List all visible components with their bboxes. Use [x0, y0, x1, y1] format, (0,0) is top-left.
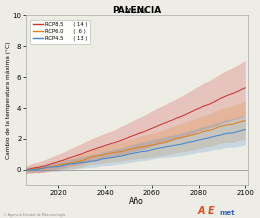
X-axis label: Año: Año: [129, 197, 144, 206]
Legend: RCP8.5      ( 14 ), RCP6.0      (  6 ), RCP4.5      ( 13 ): RCP8.5 ( 14 ), RCP6.0 ( 6 ), RCP4.5 ( 13…: [30, 20, 90, 44]
Text: E: E: [208, 206, 214, 216]
Text: met: met: [220, 210, 235, 216]
Title: PALENCIA: PALENCIA: [112, 5, 161, 15]
Text: ANUAL: ANUAL: [125, 8, 148, 14]
Text: © Agencia Estatal de Meteorología: © Agencia Estatal de Meteorología: [3, 213, 65, 217]
Text: A: A: [198, 206, 205, 216]
Y-axis label: Cambio de la temperatura máxima (°C): Cambio de la temperatura máxima (°C): [5, 42, 11, 159]
